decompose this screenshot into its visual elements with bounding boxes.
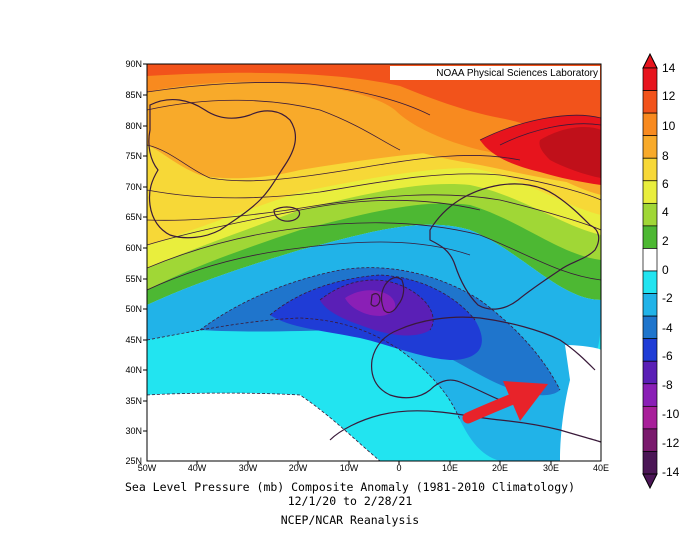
red-arrow-annotation — [462, 381, 548, 424]
lat-label: 35N — [125, 396, 142, 406]
colorbar-swatch — [642, 180, 658, 204]
colorbar-swatch — [642, 451, 658, 475]
colorbar — [642, 52, 658, 490]
credit-text: NOAA Physical Sciences Laboratory — [436, 68, 598, 79]
colorbar-swatch — [642, 67, 658, 91]
colorbar-swatch — [642, 360, 658, 385]
caption-source: NCEP/NCAR Reanalysis — [280, 513, 420, 527]
anomaly-field — [147, 64, 601, 461]
colorbar-top-cap — [642, 52, 658, 69]
colorbar-label: 6 — [662, 177, 669, 191]
iceland-coast — [273, 206, 301, 222]
colorbar-swatch — [642, 202, 658, 227]
colorbar-label: -14 — [662, 465, 680, 479]
credit-box — [390, 66, 600, 80]
caption-dates: 12/1/20 to 2/28/21 — [287, 494, 413, 508]
colorbar-swatch — [642, 112, 658, 137]
map-frame — [146, 63, 602, 462]
colorbar-label: -6 — [662, 349, 673, 363]
lon-label: 50W — [138, 463, 157, 473]
greenland-coast — [148, 98, 297, 239]
colorbar-label: 10 — [662, 119, 676, 133]
colorbar-label: -12 — [662, 436, 680, 450]
britain-coast — [380, 276, 405, 314]
lat-label: 85N — [125, 90, 142, 100]
colorbar-label: -2 — [662, 291, 673, 305]
lat-label: 90N — [125, 59, 142, 69]
colorbar-swatch — [642, 428, 658, 452]
colorbar-label: -10 — [662, 407, 680, 421]
lon-label: 20E — [492, 463, 508, 473]
colorbar-swatch — [642, 405, 658, 430]
colorbar-label: 0 — [662, 263, 669, 277]
colorbar-label: 14 — [662, 61, 676, 75]
lon-label: 10E — [442, 463, 458, 473]
lon-label: 40W — [188, 463, 207, 473]
colorbar-label: 2 — [662, 234, 669, 248]
lat-label: 45N — [125, 335, 142, 345]
lat-label: 40N — [125, 365, 142, 375]
lat-label: 75N — [125, 151, 142, 161]
lon-label: 0 — [396, 463, 401, 473]
lon-label: 40E — [593, 463, 609, 473]
scandinavia-coast — [429, 183, 600, 310]
colorbar-swatch — [642, 135, 658, 159]
lat-label: 80N — [125, 121, 142, 131]
lon-label: 30E — [543, 463, 559, 473]
lon-label: 10W — [340, 463, 359, 473]
colorbar-swatch — [642, 338, 658, 362]
colorbar-swatch — [642, 248, 658, 272]
longitude-axis: 50W 40W 30W 20W 10W 0 10E 20E 30E 40E — [138, 461, 609, 473]
lat-label: 60N — [125, 243, 142, 253]
colorbar-swatch — [642, 383, 658, 407]
colorbar-label: 8 — [662, 149, 669, 163]
colorbar-swatch — [642, 315, 658, 340]
colorbar-label: -4 — [662, 321, 673, 335]
colorbar-label: 12 — [662, 89, 676, 103]
lat-label: 70N — [125, 182, 142, 192]
lat-label: 55N — [125, 274, 142, 284]
colorbar-swatch — [642, 90, 658, 114]
ireland-coast — [370, 293, 381, 307]
europe-coast — [370, 316, 596, 401]
colorbar-label: 4 — [662, 205, 669, 219]
colorbar-swatch — [642, 225, 658, 249]
lat-label: 50N — [125, 304, 142, 314]
caption-title: Sea Level Pressure (mb) Composite Anomal… — [124, 480, 576, 494]
colorbar-swatch — [642, 270, 658, 294]
lat-label: 25N — [125, 456, 142, 466]
lon-label: 20W — [289, 463, 308, 473]
lat-label: 30N — [125, 426, 142, 436]
colorbar-bottom-cap — [642, 473, 658, 490]
lat-label: 65N — [125, 212, 142, 222]
colorbar-labels: 14 12 10 8 6 4 2 0 -2 -4 -6 -8 -10 -12 -… — [662, 61, 680, 479]
lon-label: 30W — [239, 463, 258, 473]
colorbar-label: -8 — [662, 378, 673, 392]
latitude-axis: 90N 85N 80N 75N 70N 65N 60N 55N 50N 45N … — [125, 59, 147, 466]
colorbar-swatch — [642, 293, 658, 317]
colorbar-swatch — [642, 157, 658, 182]
